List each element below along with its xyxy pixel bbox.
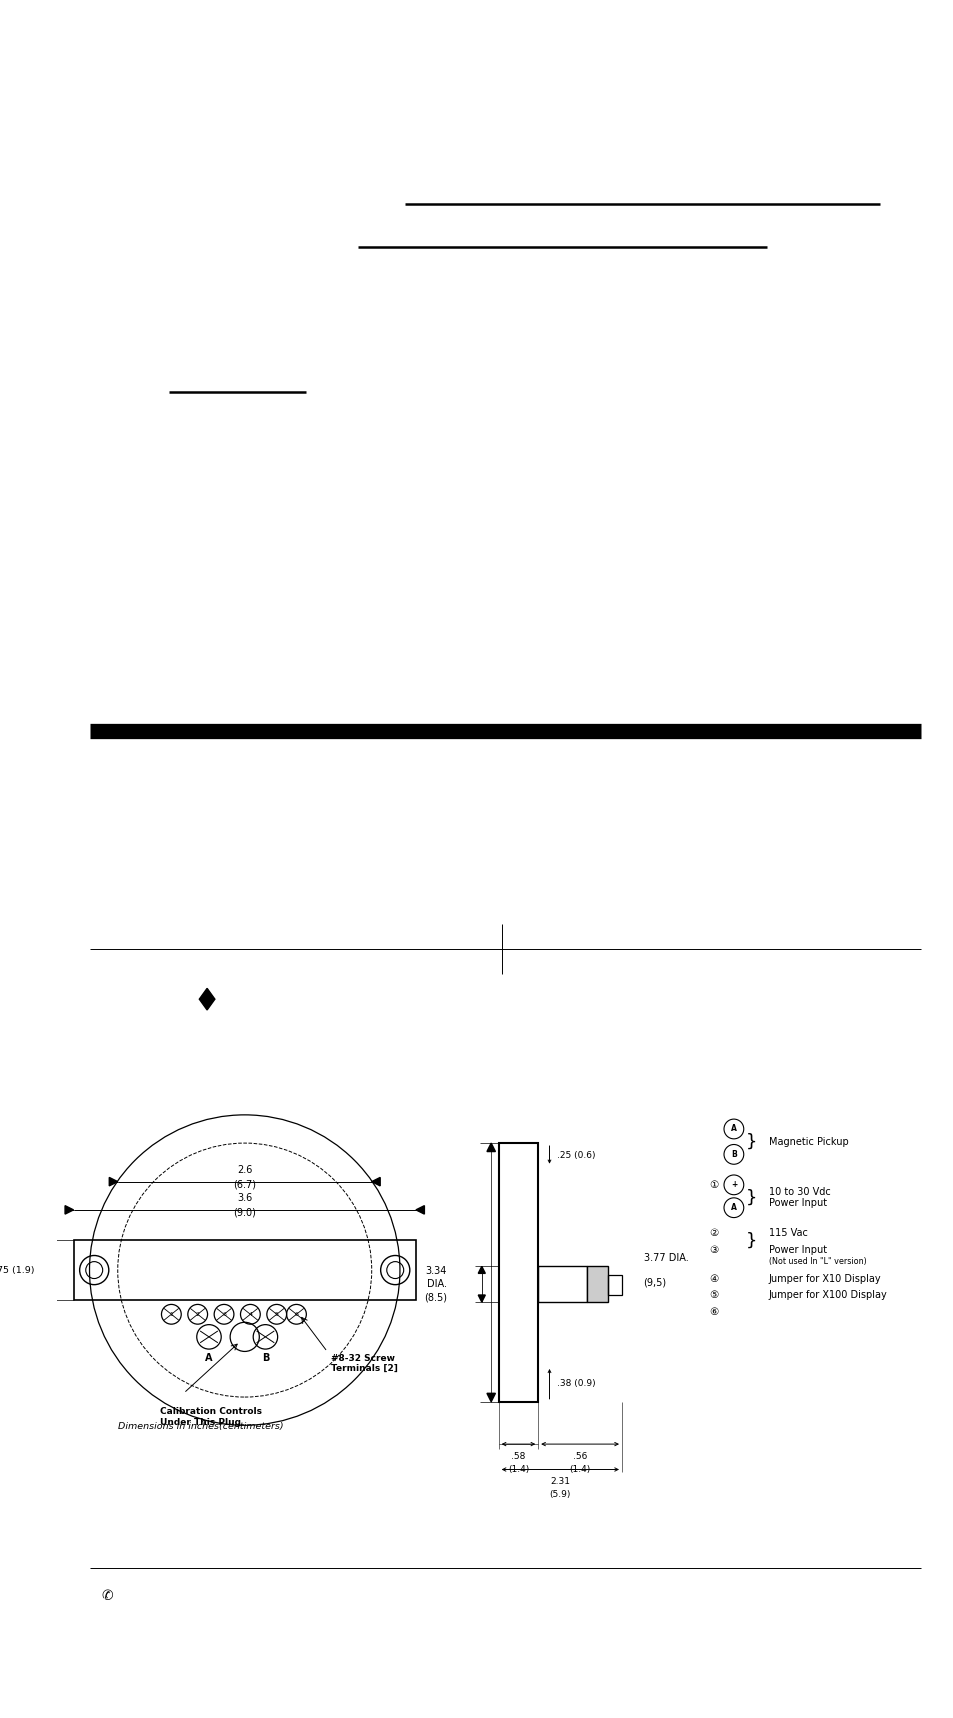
Polygon shape bbox=[36, 1301, 45, 1309]
Text: (1.4): (1.4) bbox=[569, 1465, 590, 1474]
Text: }: } bbox=[745, 1232, 757, 1249]
Text: (5.9): (5.9) bbox=[549, 1490, 571, 1500]
Bar bbox=[586, 1266, 607, 1302]
Text: (9,5): (9,5) bbox=[643, 1276, 666, 1287]
Text: ④: ④ bbox=[709, 1273, 718, 1283]
Polygon shape bbox=[416, 1206, 424, 1215]
Polygon shape bbox=[36, 1232, 45, 1240]
Text: 3: 3 bbox=[222, 1313, 226, 1316]
Text: ⑥: ⑥ bbox=[709, 1307, 718, 1316]
Bar bbox=[537, 1266, 586, 1302]
Text: Power Input: Power Input bbox=[768, 1244, 826, 1254]
Text: (8.5): (8.5) bbox=[423, 1292, 447, 1302]
Bar bbox=[607, 1275, 621, 1295]
Text: 2.31: 2.31 bbox=[550, 1477, 570, 1486]
Text: .75 (1.9): .75 (1.9) bbox=[0, 1266, 34, 1275]
Text: ①: ① bbox=[709, 1180, 718, 1191]
Text: B: B bbox=[730, 1149, 736, 1160]
Text: }: } bbox=[745, 1132, 757, 1151]
Polygon shape bbox=[486, 1393, 495, 1402]
Text: A: A bbox=[730, 1125, 736, 1134]
Text: 10 to 30 Vdc: 10 to 30 Vdc bbox=[768, 1187, 829, 1197]
Polygon shape bbox=[486, 1142, 495, 1151]
Polygon shape bbox=[65, 1206, 73, 1215]
Polygon shape bbox=[372, 1177, 380, 1185]
Text: #8-32 Screw
Terminals [2]: #8-32 Screw Terminals [2] bbox=[331, 1354, 397, 1373]
Text: 1: 1 bbox=[170, 1313, 173, 1316]
Bar bbox=[498, 1142, 537, 1402]
Text: (Not used In "L" version): (Not used In "L" version) bbox=[768, 1256, 865, 1266]
Text: A: A bbox=[205, 1352, 213, 1362]
Text: Magnetic Pickup: Magnetic Pickup bbox=[768, 1137, 847, 1146]
Text: +: + bbox=[730, 1180, 737, 1189]
Text: Jumper for X10 Display: Jumper for X10 Display bbox=[768, 1273, 881, 1283]
Text: .38 (0.9): .38 (0.9) bbox=[557, 1380, 595, 1388]
Bar bbox=[73, 1240, 416, 1301]
Text: .25 (0.6): .25 (0.6) bbox=[557, 1151, 595, 1160]
Text: 6: 6 bbox=[294, 1313, 298, 1316]
Text: Calibration Controls
Under This Plug: Calibration Controls Under This Plug bbox=[160, 1407, 262, 1428]
Polygon shape bbox=[199, 988, 214, 1010]
Text: .56: .56 bbox=[573, 1452, 587, 1460]
Text: Jumper for X100 Display: Jumper for X100 Display bbox=[768, 1290, 886, 1301]
Text: DIA.: DIA. bbox=[427, 1280, 447, 1288]
Text: B: B bbox=[261, 1352, 269, 1362]
Text: A: A bbox=[730, 1203, 736, 1213]
Text: 3.77 DIA.: 3.77 DIA. bbox=[643, 1252, 688, 1263]
Text: ③: ③ bbox=[709, 1244, 718, 1254]
Text: 3.34: 3.34 bbox=[425, 1266, 447, 1276]
Text: ②: ② bbox=[709, 1228, 718, 1239]
Text: 4: 4 bbox=[248, 1313, 253, 1316]
Polygon shape bbox=[110, 1177, 117, 1185]
Polygon shape bbox=[477, 1266, 485, 1273]
Text: (1.4): (1.4) bbox=[507, 1465, 529, 1474]
Text: (6.7): (6.7) bbox=[233, 1180, 256, 1191]
Text: Dimensions in inches(centimeters): Dimensions in inches(centimeters) bbox=[117, 1423, 283, 1431]
Text: (9.0): (9.0) bbox=[233, 1208, 256, 1218]
Text: .58: .58 bbox=[511, 1452, 525, 1460]
Text: 5: 5 bbox=[274, 1313, 278, 1316]
Text: ⑤: ⑤ bbox=[709, 1290, 718, 1301]
Text: Power Input: Power Input bbox=[768, 1197, 826, 1208]
Text: 3.6: 3.6 bbox=[237, 1194, 253, 1203]
Text: ✆: ✆ bbox=[102, 1589, 113, 1603]
Text: 115 Vac: 115 Vac bbox=[768, 1228, 807, 1239]
Polygon shape bbox=[477, 1295, 485, 1302]
Text: 2.6: 2.6 bbox=[236, 1165, 253, 1175]
Text: 2: 2 bbox=[195, 1313, 199, 1316]
Text: }: } bbox=[745, 1189, 757, 1206]
